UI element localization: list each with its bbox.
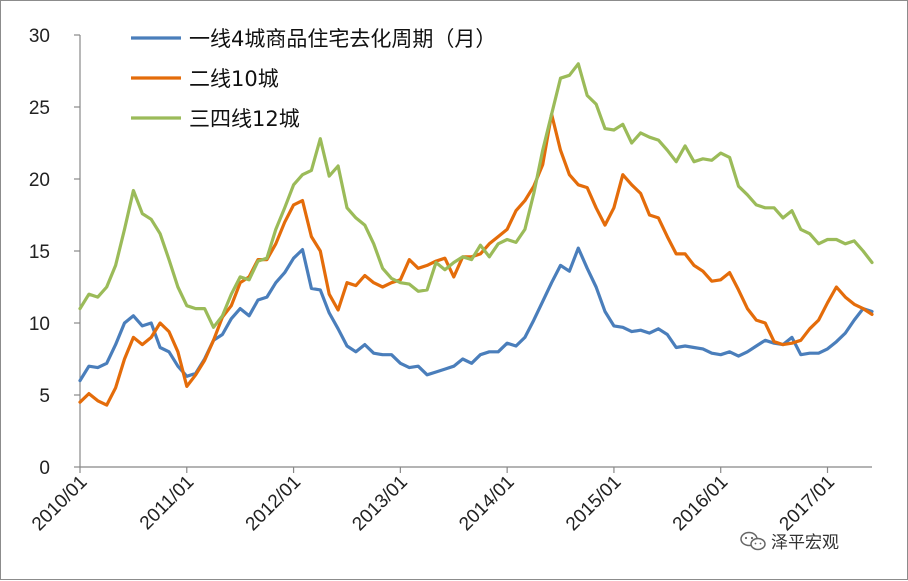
y-tick-label: 25 [29, 98, 50, 119]
y-tick-label: 5 [39, 386, 50, 407]
x-tick-label: 2010/01 [28, 472, 91, 535]
x-tick-label: 2012/01 [242, 472, 305, 535]
series-line-2 [78, 112, 874, 407]
legend-label-2: 二线10城 [189, 67, 279, 91]
y-axis-ticks: 0 5 10 15 20 25 30 [29, 26, 80, 479]
x-tick-label: 2014/01 [455, 472, 518, 535]
y-tick-label: 0 [39, 458, 50, 479]
legend-label-1: 一线4城商品住宅去化周期（月） [189, 27, 496, 51]
x-tick-label: 2011/01 [136, 472, 198, 534]
y-tick-label: 15 [29, 242, 50, 263]
watermark: 泽平宏观 [740, 531, 839, 553]
y-tick-label: 30 [29, 26, 50, 47]
x-tick-label: 2017/01 [776, 472, 839, 535]
x-tick-label: 2015/01 [562, 472, 625, 535]
watermark-text: 泽平宏观 [771, 533, 839, 553]
legend-label-3: 三四线12城 [189, 107, 300, 131]
x-axis-ticks: 2010/01 2011/01 2012/01 2013/01 2014/01 2015/… [28, 467, 839, 535]
wechat-icon [740, 531, 766, 551]
y-tick-label: 10 [29, 314, 50, 335]
x-tick-label: 2013/01 [348, 472, 411, 535]
y-tick-label: 20 [29, 170, 50, 191]
series-line-3 [78, 62, 874, 329]
x-tick-label: 2016/01 [669, 472, 732, 535]
series-lines [78, 62, 874, 407]
